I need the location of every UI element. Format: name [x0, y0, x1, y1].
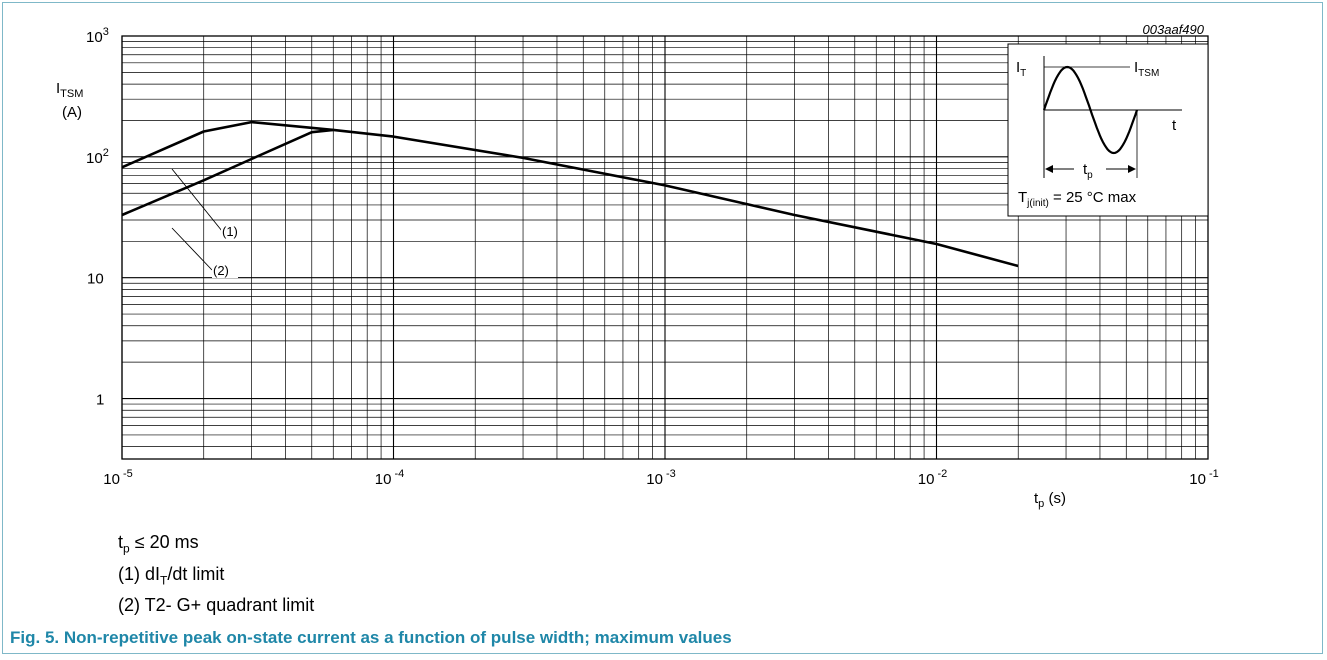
axis-labels: ITSM (A) tp (s)	[56, 80, 1066, 510]
inset-waveform: IT ITSM t tp Tj(init) = 25 °C max	[1007, 43, 1209, 217]
series-label-bg-2	[212, 262, 238, 278]
series-lines	[121, 120, 1019, 268]
figure-caption: Fig. 5. Non-repetitive peak on-state cur…	[10, 628, 732, 647]
x-tick-label: 10 -2	[918, 468, 947, 488]
plot-border	[121, 35, 1209, 460]
x-tick-label: 10 -4	[375, 468, 404, 488]
series-label-1: (1)	[222, 224, 238, 239]
series-line-2	[121, 128, 334, 217]
y-axis-label: ITSM	[56, 80, 83, 100]
arrow-right-icon	[1128, 165, 1136, 173]
series-label-2: (2)	[213, 263, 229, 278]
y-tick-label: 1	[96, 392, 104, 409]
note-tp-limit: tp ≤ 20 ms	[118, 532, 199, 556]
y-tick-label: 102	[86, 147, 109, 167]
chart-notes: tp ≤ 20 ms (1) dIT/dt limit (2) T2- G+ q…	[118, 530, 314, 618]
x-tick-label: 10 -3	[646, 468, 675, 488]
series-labels: (1) (2)	[171, 168, 247, 278]
inset-tj-label: Tj(init) = 25 °C max	[1018, 189, 1137, 209]
figure-id: 003aaf490	[1143, 22, 1205, 37]
inset-sine-wave	[1042, 65, 1139, 155]
x-axis-label: tp (s)	[1034, 490, 1066, 510]
y-axis-unit: (A)	[62, 104, 82, 121]
series-leader-1	[171, 168, 223, 232]
inset-box	[1007, 43, 1209, 217]
series-label-bg-1	[221, 223, 247, 239]
x-tick-label: 10 -1	[1189, 468, 1218, 488]
inset-tp-label: tp	[1083, 161, 1093, 181]
note-2: (2) T2- G+ quadrant limit	[118, 595, 315, 616]
x-tick-label: 10 -5	[103, 468, 132, 488]
arrow-left-icon	[1045, 165, 1053, 173]
inset-t-label: t	[1172, 117, 1177, 134]
inset-itsm-label: ITSM	[1134, 59, 1159, 79]
y-tick-label: 10	[87, 271, 104, 288]
inset-it-label: IT	[1016, 59, 1026, 79]
note-1: (1) dIT/dt limit	[118, 563, 225, 588]
series-line-1	[121, 120, 1019, 268]
y-tick-label: 103	[86, 26, 109, 46]
series-leader-2	[171, 227, 213, 271]
